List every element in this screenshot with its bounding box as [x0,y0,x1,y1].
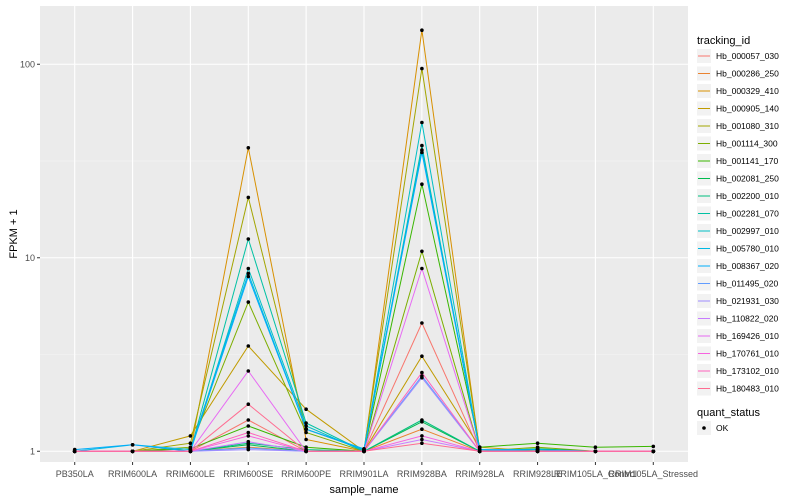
data-point [420,321,424,325]
data-point [304,430,308,435]
legend-label: Hb_005780_010 [716,244,779,254]
x-tick-label: RRIM105LA_Stressed [609,469,699,479]
data-point [535,449,540,454]
data-point [651,444,656,449]
data-point [130,449,135,454]
data-point [304,407,308,412]
legend-status-dot [702,426,706,430]
data-point [420,370,424,375]
data-point [420,249,424,254]
data-point [246,237,251,241]
x-tick-label: RRIM928LA [455,469,504,479]
data-point [593,445,598,450]
x-tick-label: RRIM600LE [166,469,215,479]
y-axis-title: FPKM + 1 [8,209,20,258]
data-point [420,375,424,380]
legend-label: Hb_011495_020 [716,279,779,289]
data-point [651,449,656,454]
legend-label: Hb_001080_310 [716,121,779,131]
data-point [420,143,424,148]
data-point [362,449,366,454]
data-point [535,441,540,446]
data-point [188,434,193,438]
legend-label: Hb_002281_070 [716,209,779,219]
legend-label: Hb_021931_030 [716,296,779,306]
data-point [420,150,424,155]
data-point [246,195,251,200]
x-tick-label: RRIM928LE [513,469,562,479]
data-point [130,443,135,447]
x-tick-label: PB350LA [56,469,94,479]
data-point [188,449,193,454]
data-point [188,441,193,446]
legend-label: Hb_000057_030 [716,51,779,61]
y-tick-label: 100 [20,59,35,69]
data-point [246,369,251,373]
legend-label: Hb_000286_250 [716,69,779,79]
legend-label: Hb_173102_010 [716,366,779,376]
x-axis: PB350LA RRIM600LA RRIM600LE RRIM600SE RRIM60… [56,462,698,479]
data-point [246,439,251,444]
data-point [420,120,424,125]
data-point [304,421,308,425]
legend-label: Hb_008367_020 [716,261,779,271]
legend-status-title: quant_status [697,407,760,419]
data-point [246,146,251,150]
y-tick-label: 10 [25,253,35,263]
data-point [72,449,77,454]
data-point [420,427,424,432]
data-point [304,449,308,454]
data-point [304,424,308,428]
x-tick-label: RRIM901LA [339,469,388,479]
data-point [420,434,424,438]
legend-label: Hb_169426_010 [716,331,779,341]
x-tick-label: RRIM928BA [397,469,447,479]
data-points [72,28,656,454]
data-point [420,354,424,359]
x-tick-label: RRIM600LA [108,469,157,479]
x-axis-title: sample_name [329,484,398,496]
legend: tracking_id Hb_000057_030 Hb_000286_250 Hb… [697,35,779,435]
legend-label: Hb_170761_010 [716,349,779,359]
data-point [420,441,424,446]
data-point [246,274,251,279]
data-point [420,437,424,442]
x-tick-label: RRIM600SE [223,469,273,479]
data-point [420,28,424,32]
data-point [246,402,251,407]
data-point [246,344,251,348]
legend-label: Hb_000905_140 [716,104,779,114]
data-point [246,266,251,271]
data-point [246,430,251,435]
legend-label: Hb_000329_410 [716,86,779,96]
data-point [246,300,251,304]
legend-label: Hb_002200_010 [716,191,779,201]
data-point [420,66,424,71]
legend-label: Hb_001141_170 [716,156,779,166]
data-point [420,418,424,422]
data-point [246,418,251,422]
legend-label: Hb_002997_010 [716,226,779,236]
data-point [420,266,424,271]
x-tick-label: RRIM600PE [281,469,331,479]
y-axis: 1 10 100 [20,59,40,456]
x-tick-label: RRIM105LA_Control [554,469,637,479]
data-point [304,427,308,432]
data-point [246,271,251,276]
data-point [246,447,251,452]
legend-status-label: OK [716,423,729,433]
data-point [593,449,598,454]
legend-label: Hb_002081_250 [716,174,779,184]
legend-label: Hb_110822_020 [716,314,779,324]
legend-label: Hb_001114_300 [716,139,778,149]
legend-label: Hb_180483_010 [716,384,779,394]
data-point [420,182,424,186]
y-tick-label: 1 [30,446,35,456]
data-point [304,437,308,442]
data-point [246,424,251,428]
legend-title: tracking_id [697,35,750,47]
data-point [246,434,251,438]
data-point [477,449,482,454]
